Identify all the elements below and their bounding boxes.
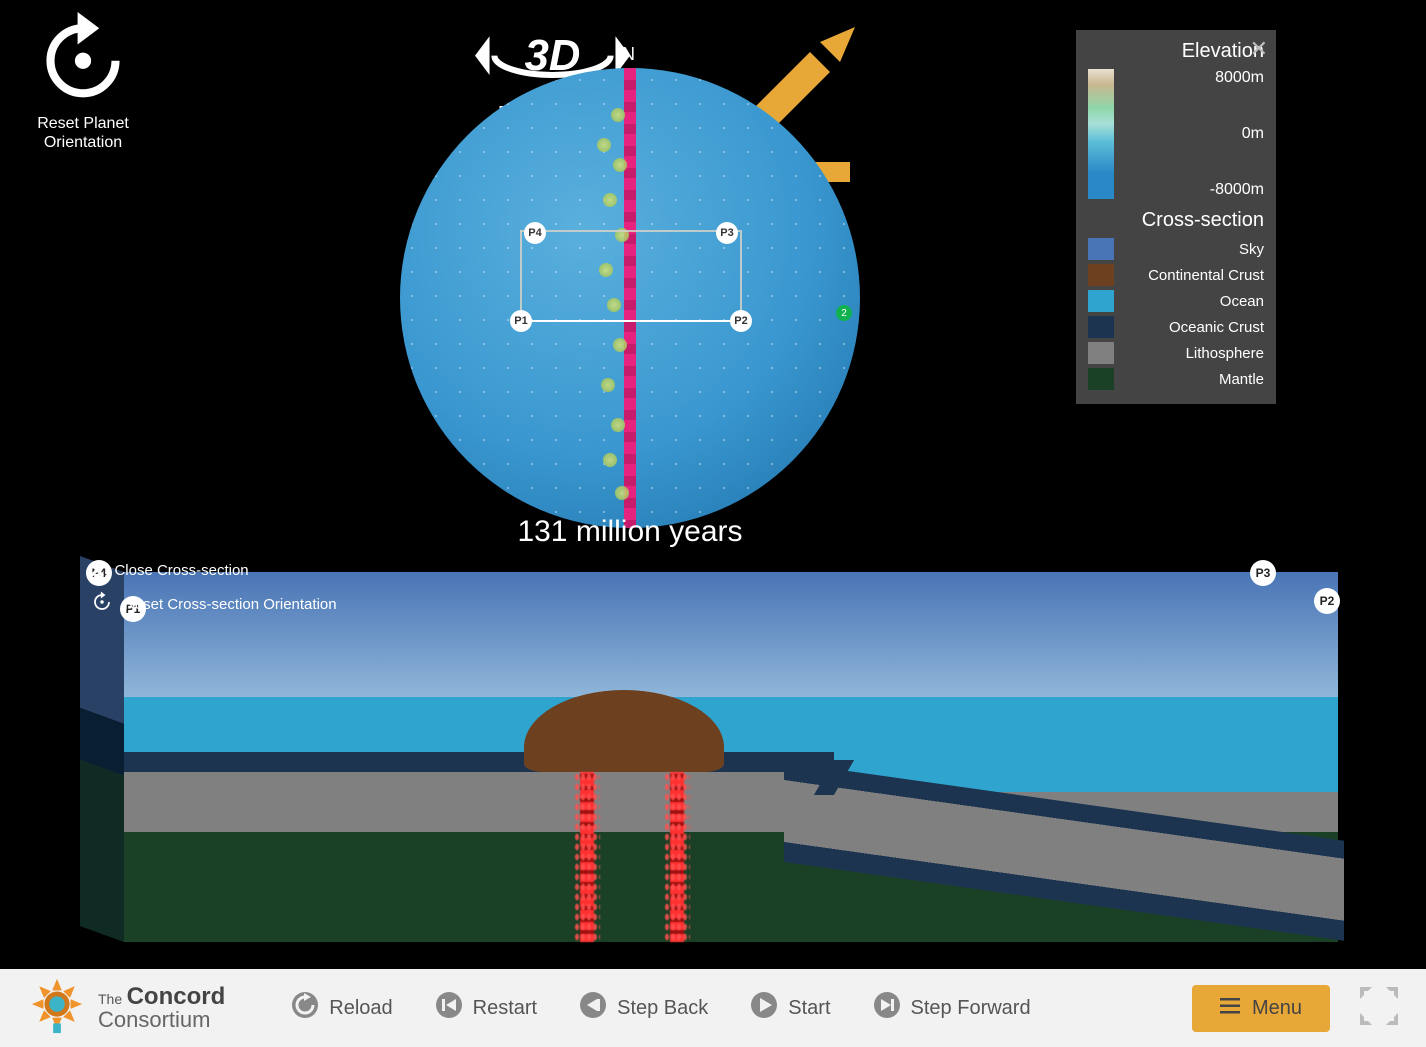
elev-max: 8000m xyxy=(1124,69,1264,87)
magma-plume-1 xyxy=(580,772,594,942)
start-button[interactable]: Start xyxy=(734,983,846,1033)
reload-button[interactable]: Reload xyxy=(275,983,408,1033)
reload-label: Reload xyxy=(329,997,392,1020)
legend-row-oceanic-crust: Oceanic Crust xyxy=(1088,316,1264,338)
elev-mid: 0m xyxy=(1124,125,1264,143)
plate-2-label: 2 xyxy=(841,308,847,319)
reset-icon xyxy=(88,590,116,619)
marker-p3-label: P3 xyxy=(720,227,733,239)
close-cross-section-button[interactable]: ✕ Close Cross-section xyxy=(88,558,337,584)
elevation-title: Elevation xyxy=(1088,40,1264,63)
cs-marker-p2[interactable]: P2 xyxy=(1314,588,1340,614)
menu-label: Menu xyxy=(1252,997,1302,1020)
reload-icon xyxy=(291,991,319,1025)
reset-planet-button[interactable]: Reset Planet Orientation xyxy=(18,12,148,152)
legend-swatch xyxy=(1088,290,1114,312)
legend-row-continental-crust: Continental Crust xyxy=(1088,264,1264,286)
legend-swatch xyxy=(1088,316,1114,338)
bottom-bar: The Concord Consortium Reload Restart St… xyxy=(0,969,1426,1047)
planet-view[interactable] xyxy=(400,68,860,528)
globe-marker-p4[interactable]: P4 xyxy=(524,222,546,244)
marker-p2-label: P2 xyxy=(734,315,747,327)
cross-section-panel[interactable]: ✕ Close Cross-section Reset Cross-sectio… xyxy=(80,572,1338,942)
menu-button[interactable]: Menu xyxy=(1192,985,1330,1032)
legend-swatch xyxy=(1088,342,1114,364)
restart-label: Restart xyxy=(473,997,537,1020)
legend-label: Sky xyxy=(1124,241,1264,258)
elevation-gradient xyxy=(1088,69,1114,199)
reset-cs-label: Reset Cross-section Orientation xyxy=(124,596,337,613)
step-back-label: Step Back xyxy=(617,997,708,1020)
fullscreen-icon xyxy=(1360,987,1398,1025)
reset-icon xyxy=(18,12,148,110)
step-forward-icon xyxy=(873,991,901,1025)
play-icon xyxy=(750,991,778,1025)
legend-row-lithosphere: Lithosphere xyxy=(1088,342,1264,364)
legend-swatch xyxy=(1088,368,1114,390)
brand-logo[interactable]: The Concord Consortium xyxy=(28,977,225,1040)
cs-marker-p3[interactable]: P3 xyxy=(1250,560,1276,586)
reset-cross-section-button[interactable]: Reset Cross-section Orientation xyxy=(88,590,337,619)
cross-section-body xyxy=(124,572,1338,942)
cs-p2-lbl: P2 xyxy=(1320,594,1335,608)
marker-p1-label: P1 xyxy=(514,315,527,327)
hamburger-icon xyxy=(1220,997,1240,1020)
legend-row-ocean: Ocean xyxy=(1088,290,1264,312)
globe-marker-p1[interactable]: P1 xyxy=(510,310,532,332)
legend-swatch xyxy=(1088,264,1114,286)
time-label: 131 million years xyxy=(0,515,1260,549)
close-icon: ✕ xyxy=(88,558,106,584)
close-cs-label: Close Cross-section xyxy=(114,562,248,579)
fullscreen-button[interactable] xyxy=(1360,987,1398,1030)
brand-suffix: Consortium xyxy=(98,1007,210,1032)
elev-min: -8000m xyxy=(1124,181,1264,199)
legend-row-mantle: Mantle xyxy=(1088,368,1264,390)
legend-label: Lithosphere xyxy=(1124,345,1264,362)
step-forward-label: Step Forward xyxy=(911,997,1031,1020)
cross-section-title: Cross-section xyxy=(1088,209,1264,232)
legend-label: Ocean xyxy=(1124,293,1264,310)
reset-planet-label: Reset Planet Orientation xyxy=(18,114,148,152)
north-indicator: N xyxy=(622,44,635,65)
cs-p3-lbl: P3 xyxy=(1256,566,1271,580)
restart-button[interactable]: Restart xyxy=(419,983,553,1033)
brand-text: The Concord Consortium xyxy=(98,985,225,1031)
legend-panel: ✕ Elevation 8000m 0m -8000m Cross-sectio… xyxy=(1076,30,1276,404)
brand-prefix: The xyxy=(98,991,122,1007)
legend-label: Oceanic Crust xyxy=(1124,319,1264,336)
globe-marker-p2[interactable]: P2 xyxy=(730,310,752,332)
step-forward-button[interactable]: Step Forward xyxy=(857,983,1047,1033)
restart-icon xyxy=(435,991,463,1025)
svg-text:3D: 3D xyxy=(525,32,581,80)
volcanic-chain xyxy=(593,98,633,518)
start-label: Start xyxy=(788,997,830,1020)
legend-label: Mantle xyxy=(1124,371,1264,388)
close-legend-button[interactable]: ✕ xyxy=(1250,36,1268,62)
brand-name: Concord xyxy=(127,983,226,1010)
step-back-icon xyxy=(579,991,607,1025)
marker-p4-label: P4 xyxy=(528,227,541,239)
legend-row-sky: Sky xyxy=(1088,238,1264,260)
plate-2-handle[interactable]: 2 xyxy=(836,305,852,321)
logo-icon xyxy=(28,977,86,1040)
globe-marker-p3[interactable]: P3 xyxy=(716,222,738,244)
legend-label: Continental Crust xyxy=(1124,267,1264,284)
ocean-right xyxy=(834,697,1338,792)
step-back-button[interactable]: Step Back xyxy=(563,983,724,1033)
magma-plume-2 xyxy=(670,772,684,942)
legend-swatch xyxy=(1088,238,1114,260)
